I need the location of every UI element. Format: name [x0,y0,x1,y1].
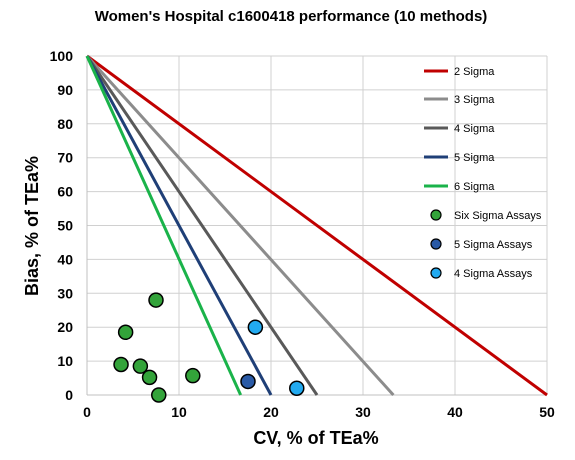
legend-label: 6 Sigma [454,181,495,193]
point-5-sigma-assays [240,373,256,390]
y-tick-label: 40 [57,251,73,267]
tick-labels: 0 10 20 30 40 50 0 10 20 30 40 50 60 70 80 90 100 [50,48,555,420]
data-points [113,292,305,403]
legend: 2 Sigma 3 Sigma 4 Sigma 5 Sigma 6 Sigma Six S… [424,66,542,280]
y-tick-label: 10 [57,353,73,369]
legend-label: 4 Sigma Assays [454,268,533,280]
y-axis-title: Bias, % of TEa% [22,156,42,296]
sigma-line-2-sigma [86,54,548,397]
x-tick-label: 30 [355,404,371,420]
legend-label: 5 Sigma Assays [454,239,533,251]
legend-label: 5 Sigma [454,152,495,164]
x-tick-label: 50 [539,404,555,420]
x-tick-label: 40 [447,404,463,420]
point-six-sigma-assays [185,367,201,384]
y-tick-label: 60 [57,184,73,200]
legend-marker [430,238,442,250]
sigma-line-4-sigma [85,55,319,396]
y-tick-label: 0 [65,387,73,403]
y-tick-label: 70 [57,150,73,166]
legend-label: 2 Sigma [454,66,495,78]
x-tick-label: 20 [263,404,279,420]
point-six-sigma-assays [148,292,164,308]
legend-marker [430,267,442,279]
sigma-lines [85,54,548,397]
x-tick-label: 10 [171,404,187,420]
sigma-line-3-sigma [85,54,395,397]
x-axis-title: CV, % of TEa% [253,428,378,448]
y-tick-label: 50 [57,218,73,234]
y-tick-label: 20 [57,319,73,335]
y-tick-label: 80 [57,116,73,132]
point-six-sigma-assays [141,369,158,386]
legend-label: Six Sigma Assays [454,210,542,222]
point-six-sigma-assays [151,387,167,403]
legend-label: 4 Sigma [454,123,495,135]
chart-title: Women's Hospital c1600418 performance (1… [95,8,488,25]
point-4-sigma-assays [247,319,264,335]
y-tick-label: 30 [57,285,73,301]
sigma-line-6-sigma [85,55,243,396]
point-six-sigma-assays [113,356,129,373]
legend-marker [430,209,442,221]
point-six-sigma-assays [117,324,134,341]
point-4-sigma-assays [289,380,305,396]
y-tick-label: 100 [50,48,74,64]
y-tick-label: 90 [57,82,73,98]
point-six-sigma-assays [132,358,149,374]
x-tick-label: 0 [83,404,91,420]
legend-label: 3 Sigma [454,94,495,106]
sigma-line-5-sigma [85,55,273,396]
